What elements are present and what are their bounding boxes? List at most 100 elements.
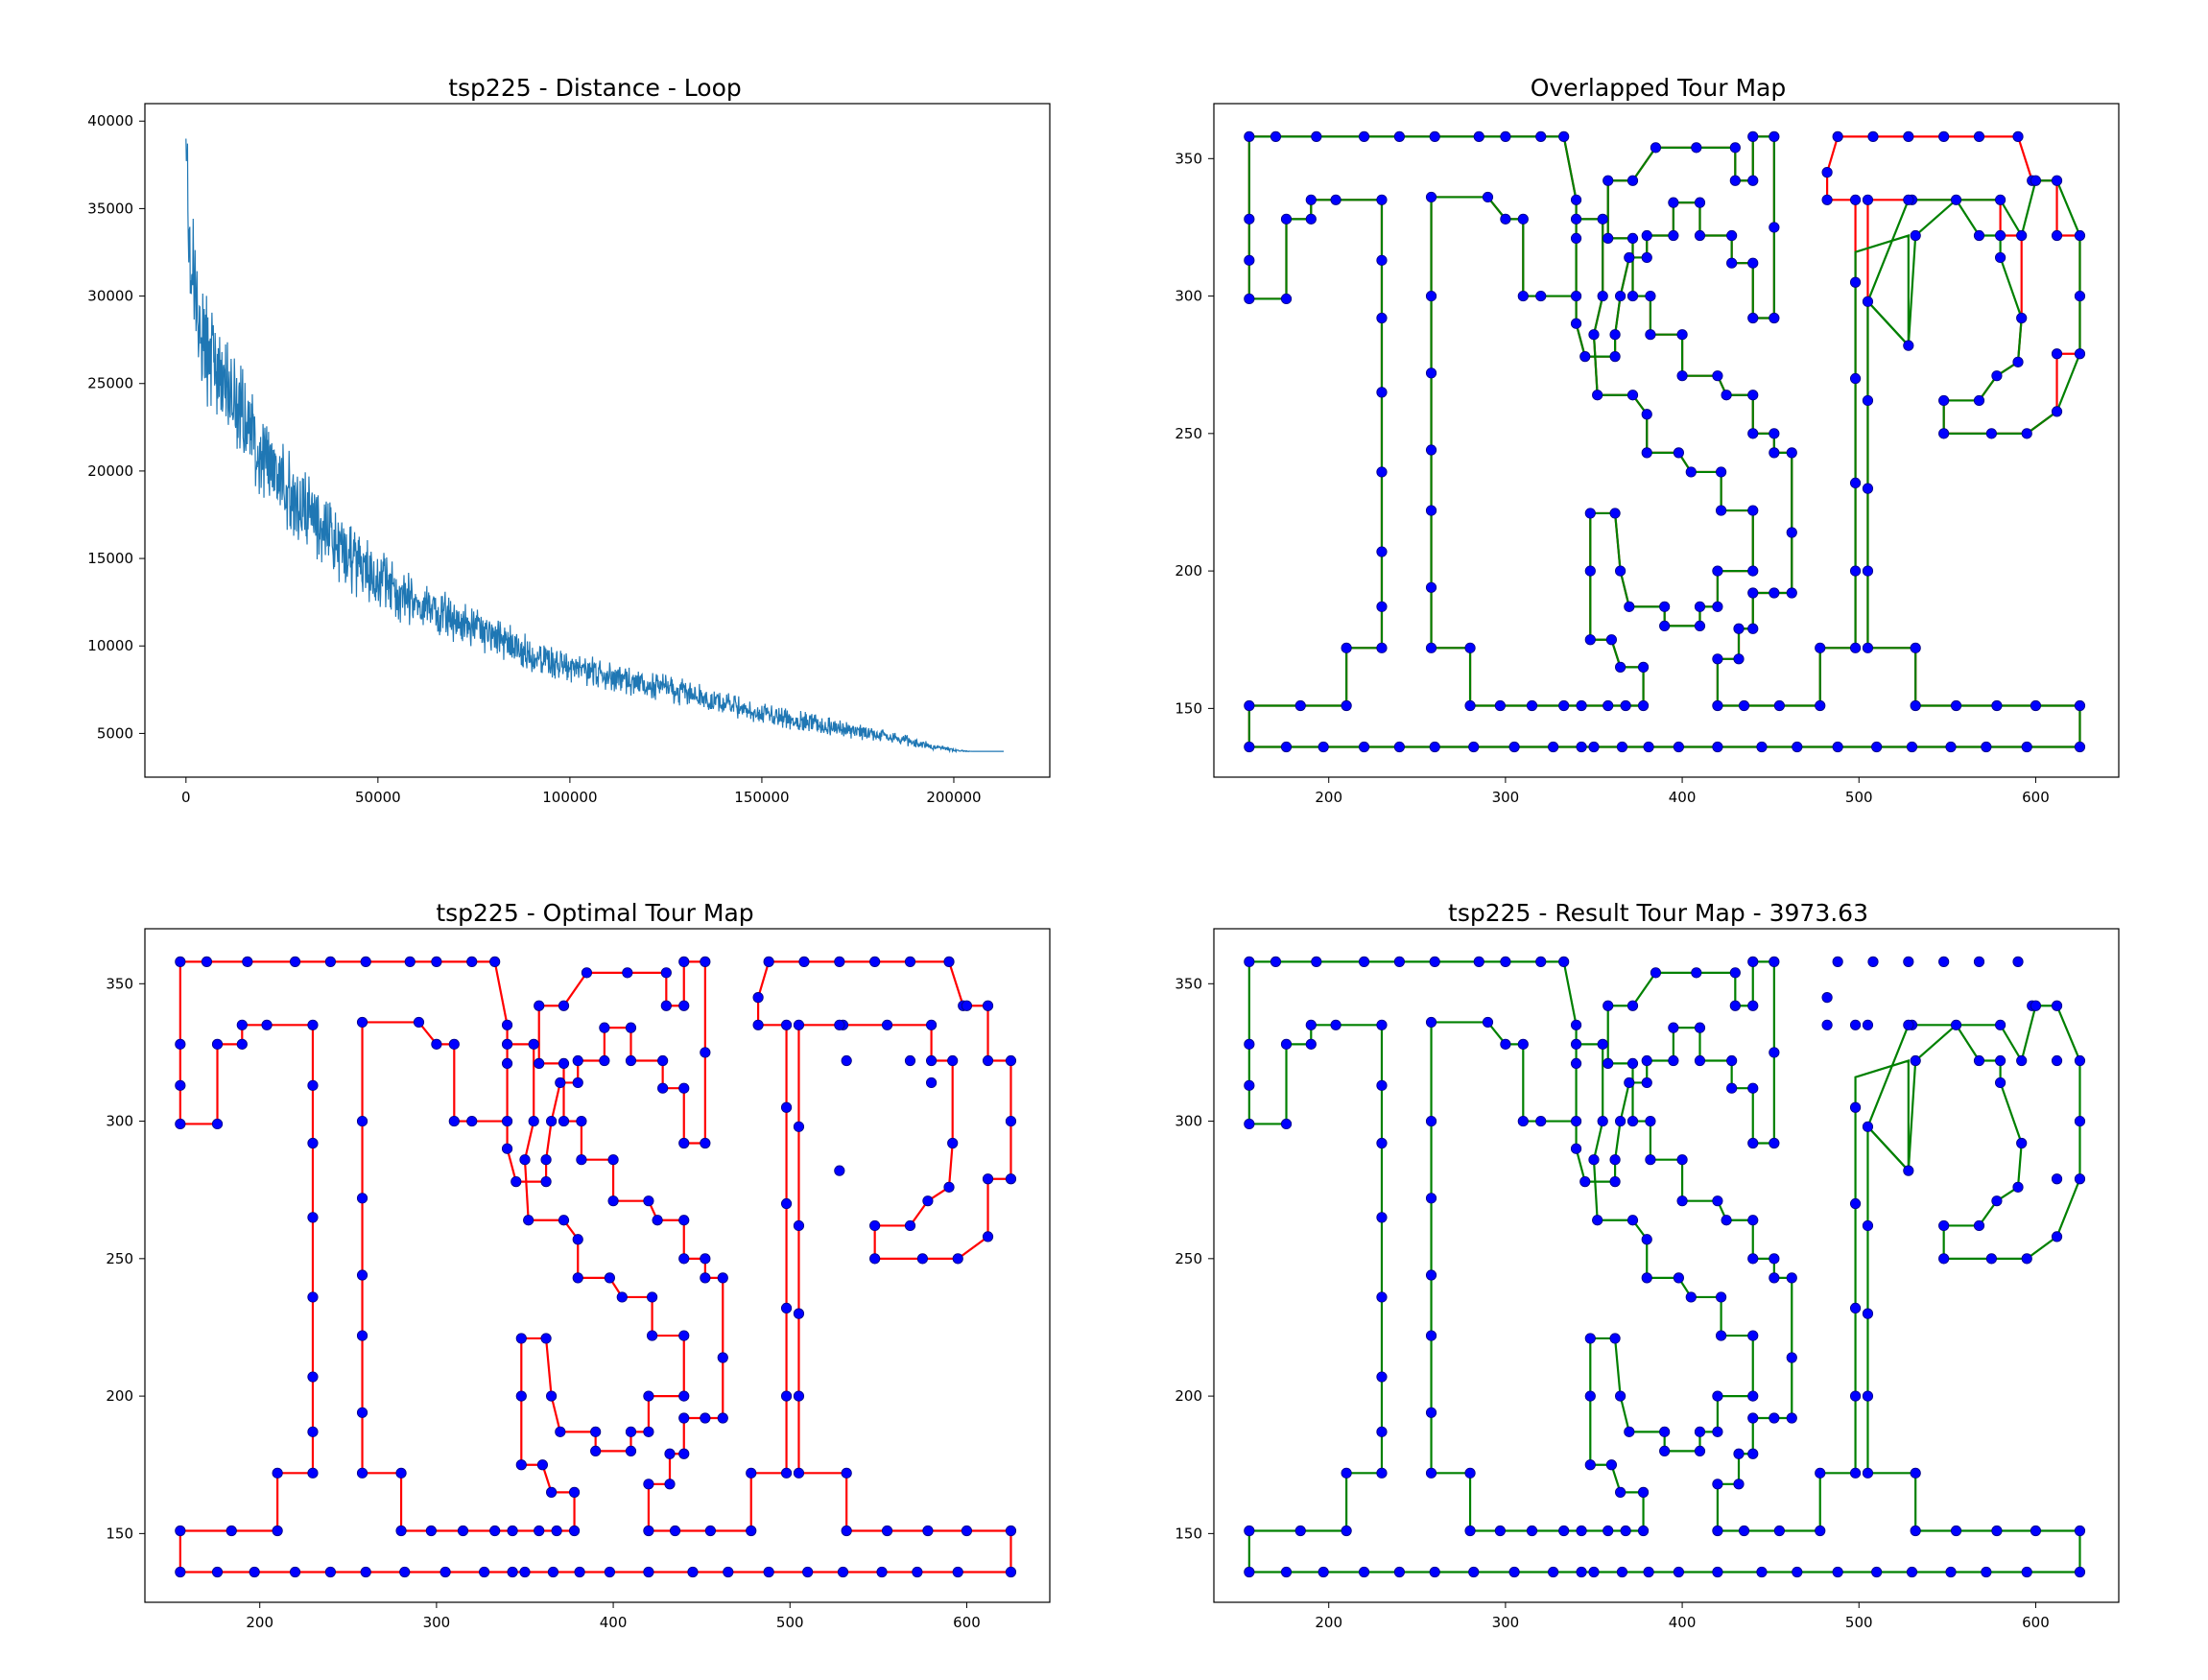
city-point — [324, 956, 336, 967]
city-point — [1938, 1253, 1950, 1265]
city-point — [399, 1566, 411, 1578]
city-point — [1620, 1525, 1631, 1537]
city-point — [1005, 1566, 1017, 1578]
city-point — [1773, 1525, 1785, 1537]
city-point — [1609, 1333, 1621, 1344]
city-point — [834, 956, 845, 967]
city-point — [568, 1525, 581, 1537]
city-point — [947, 1054, 959, 1067]
city-point — [763, 956, 774, 967]
city-point — [1270, 956, 1282, 967]
city-point — [1938, 428, 1950, 439]
city-point — [1645, 290, 1656, 302]
plot-area: 200 300 400 500 600 150 200 250 300 350 — [1175, 928, 2120, 1631]
city-point — [1429, 1566, 1440, 1578]
city-point — [1570, 194, 1582, 205]
city-point — [1641, 447, 1652, 459]
city-point — [1341, 1467, 1352, 1479]
city-point — [780, 1467, 793, 1479]
city-point — [1597, 213, 1608, 225]
city-point — [356, 1016, 368, 1029]
city-point — [625, 1426, 637, 1437]
city-point — [356, 1330, 368, 1341]
city-point — [1991, 1195, 2003, 1207]
city-point — [1676, 370, 1688, 382]
city-point — [555, 1077, 566, 1089]
city-point — [515, 1390, 527, 1402]
city-point — [289, 1566, 301, 1578]
chart-title: tsp225 - Optimal Tour Map — [436, 899, 753, 927]
city-point — [678, 1330, 690, 1341]
city-point — [1624, 601, 1635, 612]
city-point — [1468, 741, 1480, 753]
city-point — [272, 1467, 283, 1479]
city-point — [1597, 290, 1608, 302]
city-point — [395, 1525, 407, 1537]
city-point — [1494, 699, 1506, 712]
city-point — [1747, 428, 1759, 439]
city-point — [912, 1566, 923, 1578]
city-point — [793, 1390, 805, 1402]
city-point — [2051, 348, 2063, 360]
city-point — [1985, 1253, 1997, 1265]
city-point — [1832, 130, 1843, 142]
city-point — [1508, 741, 1520, 753]
city-point — [1603, 699, 1614, 712]
city-point — [507, 1525, 518, 1537]
city-point — [1584, 1390, 1596, 1402]
city-point — [1769, 1253, 1780, 1265]
city-point — [1641, 1234, 1652, 1245]
city-point — [2074, 1115, 2086, 1127]
city-point — [1738, 1525, 1750, 1537]
city-point — [572, 1234, 583, 1245]
x-tick-label: 600 — [2022, 789, 2050, 806]
city-point — [2016, 1137, 2028, 1149]
city-point — [510, 1176, 522, 1188]
city-point — [528, 1115, 539, 1127]
city-point — [1903, 956, 1914, 967]
x-tick-label: 600 — [2022, 1614, 2050, 1631]
city-point — [1995, 229, 2006, 242]
city-point — [717, 1352, 728, 1363]
city-point — [876, 1566, 888, 1578]
city-point — [2012, 1181, 2024, 1193]
city-point — [1716, 1291, 1727, 1303]
city-point — [1244, 213, 1255, 225]
city-point — [1626, 175, 1639, 186]
city-point — [1517, 290, 1529, 302]
city-point — [1910, 642, 1921, 653]
city-point — [1815, 699, 1826, 712]
city-point — [678, 1137, 690, 1149]
chart-title: tsp225 - Result Tour Map - 3973.63 — [1448, 899, 1868, 927]
city-point — [881, 1525, 893, 1537]
city-point — [1393, 130, 1405, 142]
city-point — [546, 1390, 558, 1402]
city-point — [1609, 1154, 1621, 1166]
city-point — [925, 1077, 938, 1089]
city-point — [1500, 213, 1511, 225]
y-tick-label: 200 — [1175, 1387, 1202, 1405]
city-point — [1588, 329, 1600, 341]
panel-optimal-tour-map: tsp225 - Optimal Tour Map 200 300 400 500 60… — [106, 899, 1051, 1631]
city-point — [1376, 1019, 1388, 1030]
result-tour-line — [1247, 135, 2081, 748]
city-point — [572, 1054, 583, 1067]
city-point — [1341, 699, 1352, 712]
city-point — [1429, 956, 1440, 967]
city-point — [1981, 741, 1992, 753]
city-point — [226, 1525, 237, 1537]
city-point — [175, 1118, 186, 1130]
city-point — [558, 1115, 570, 1127]
city-point — [1425, 1407, 1437, 1418]
city-point — [2021, 1566, 2032, 1578]
y-tick-label: 350 — [1175, 150, 1202, 167]
x-tick-label: 400 — [600, 1614, 628, 1631]
city-point — [1641, 251, 1652, 264]
city-point — [536, 1459, 549, 1471]
city-point — [574, 1566, 585, 1578]
city-point — [1733, 1479, 1745, 1490]
city-point — [2051, 1054, 2063, 1067]
city-point — [1603, 232, 1614, 244]
city-point — [1508, 1566, 1520, 1578]
city-point — [1973, 1054, 1985, 1067]
